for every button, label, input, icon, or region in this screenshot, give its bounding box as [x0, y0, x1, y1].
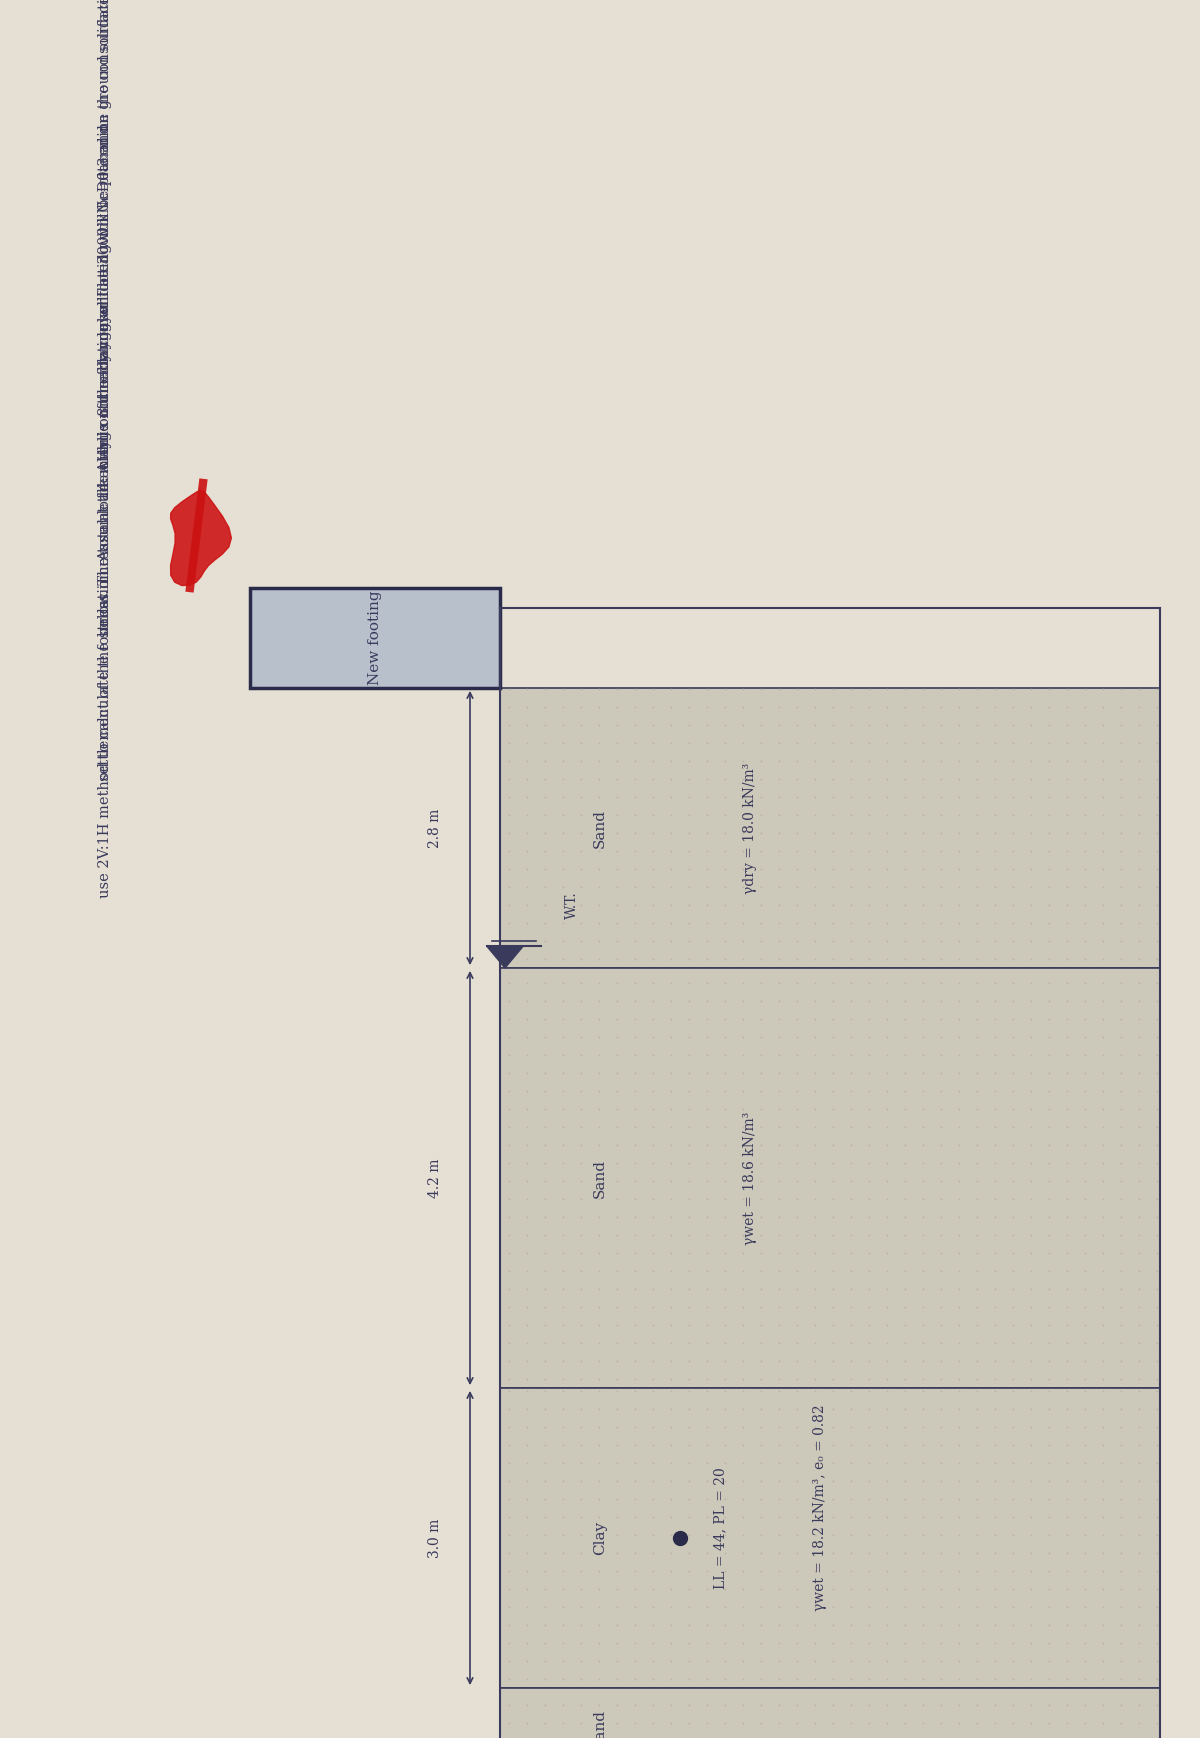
Text: Sand: Sand: [593, 1159, 607, 1197]
Text: LL = 44, PL = 20: LL = 44, PL = 20: [713, 1467, 727, 1589]
Text: 2.8 m: 2.8 m: [428, 808, 442, 848]
Text: γwet = 18.6 kN/m³: γwet = 18.6 kN/m³: [743, 1111, 757, 1244]
Text: γwet = 18.2 kN/m³, e₀ = 0.82: γwet = 18.2 kN/m³, e₀ = 0.82: [814, 1404, 827, 1611]
Text: New footing: New footing: [368, 591, 382, 685]
Bar: [500, 968, 1160, 1389]
Text: 3.0 m: 3.0 m: [428, 1519, 442, 1557]
Text: below. The total load acting on the footing will be 3000 kN. Determine the conso: below. The total load acting on the foot…: [98, 0, 112, 636]
Text: 4. A 4m x 8m rectangular footing will be placed on ground surface as shown in th: 4. A 4m x 8m rectangular footing will be…: [98, 0, 112, 490]
Text: use 2V:1H method to calculate the stress increase at the middle of the clay laye: use 2V:1H method to calculate the stress…: [98, 299, 112, 899]
Text: Sand: Sand: [593, 808, 607, 848]
Text: W.T.: W.T.: [565, 892, 580, 919]
Polygon shape: [170, 490, 232, 586]
Text: Sand: Sand: [593, 1708, 607, 1738]
Bar: [250, 587, 500, 688]
Bar: [500, 1688, 1160, 1738]
Bar: [500, 688, 1160, 968]
Polygon shape: [487, 947, 523, 968]
Text: 4.2 m: 4.2 m: [428, 1158, 442, 1197]
Text: settlement of the foundation. Assume the clay is normally consolidated with Cc=0: settlement of the foundation. Assume the…: [98, 125, 112, 782]
Bar: [500, 1389, 1160, 1688]
Text: γdry = 18.0 kN/m³: γdry = 18.0 kN/m³: [743, 763, 757, 893]
Text: Clay: Clay: [593, 1521, 607, 1556]
